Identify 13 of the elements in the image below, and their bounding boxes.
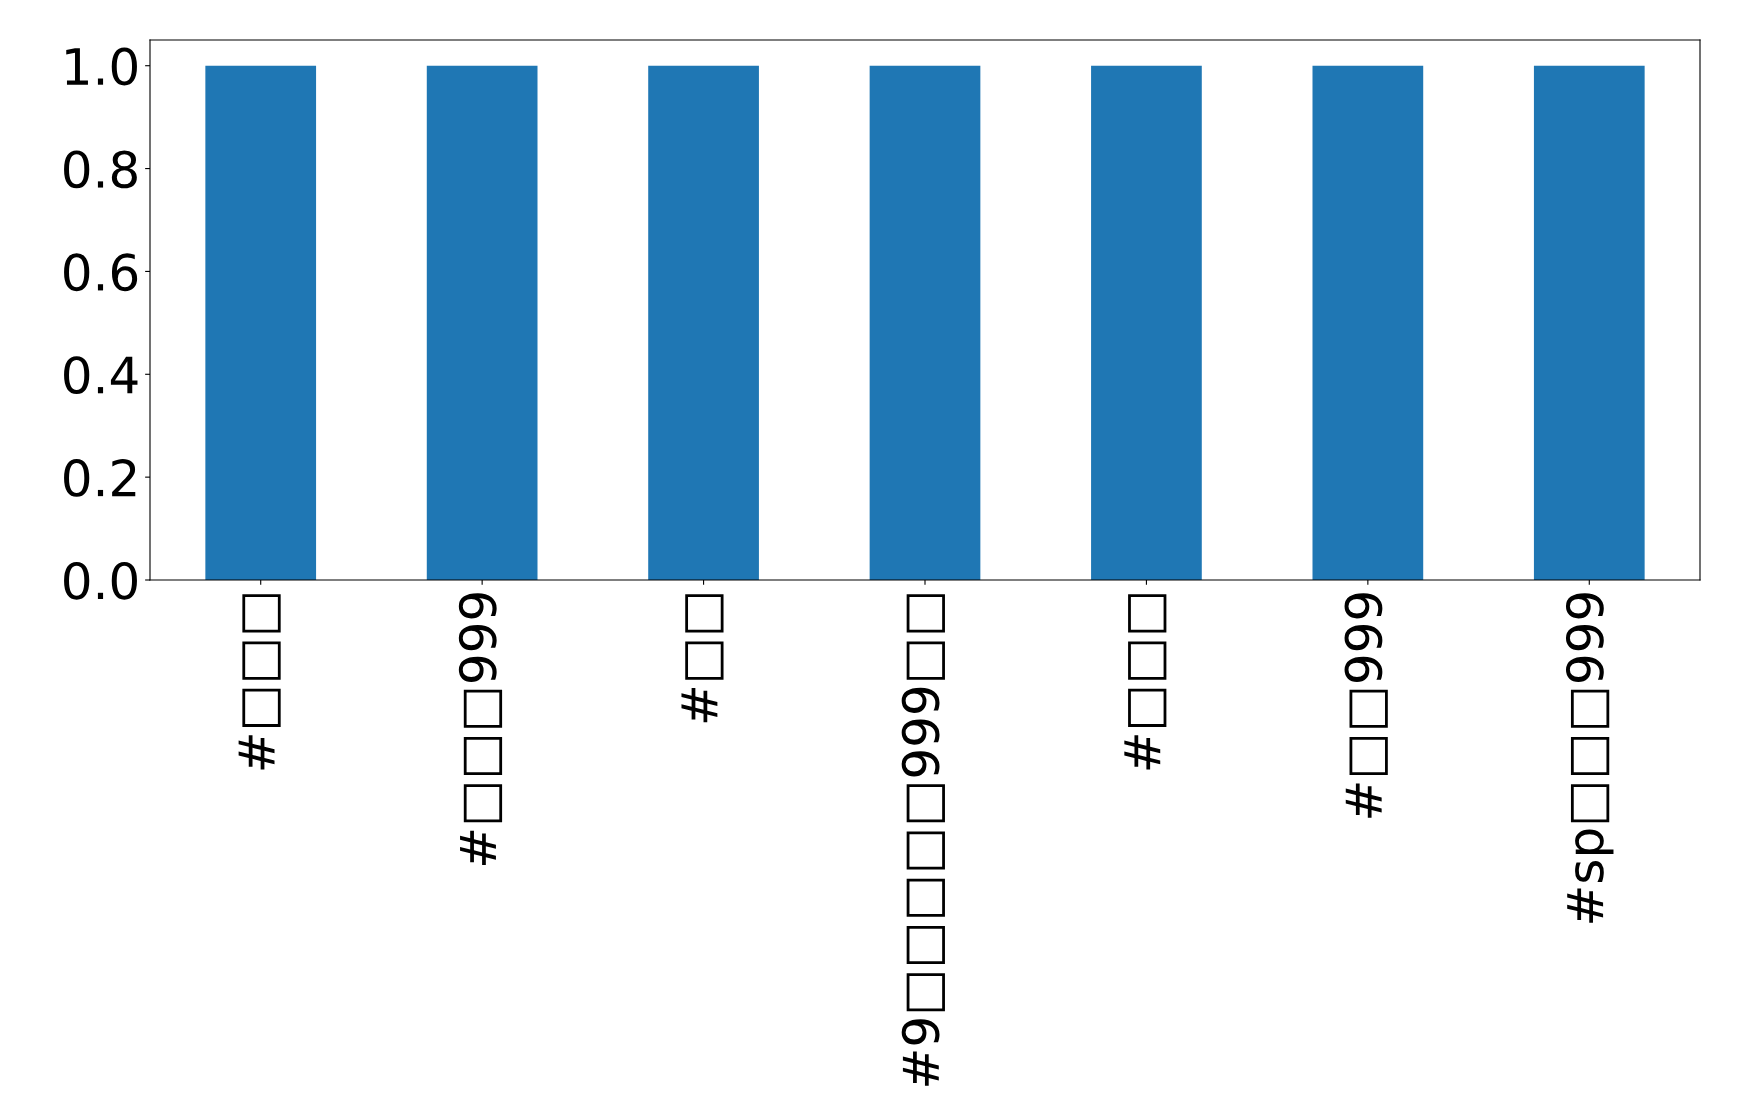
- x-tick-label: #□□999: [1344, 593, 1388, 818]
- x-tick-label: #9□□□□□999□□: [901, 594, 945, 1086]
- y-tick-label: 0.6: [64, 253, 138, 292]
- y-tick-label: 0.0: [64, 561, 137, 600]
- y-tick-label: 1.0: [66, 47, 137, 86]
- y-tick-label: 0.2: [64, 459, 136, 497]
- y-tick-label: 0.8: [64, 150, 137, 189]
- x-tick-label: #□□: [681, 594, 724, 723]
- x-tick-label: #□□□: [1124, 594, 1167, 770]
- x-tick-label: #□□□: [238, 594, 281, 770]
- x-tick-label: #sp□□□999: [1565, 593, 1614, 923]
- y-tick-label: 0.4: [64, 356, 138, 394]
- x-tick-label: #□□□999: [458, 593, 503, 865]
